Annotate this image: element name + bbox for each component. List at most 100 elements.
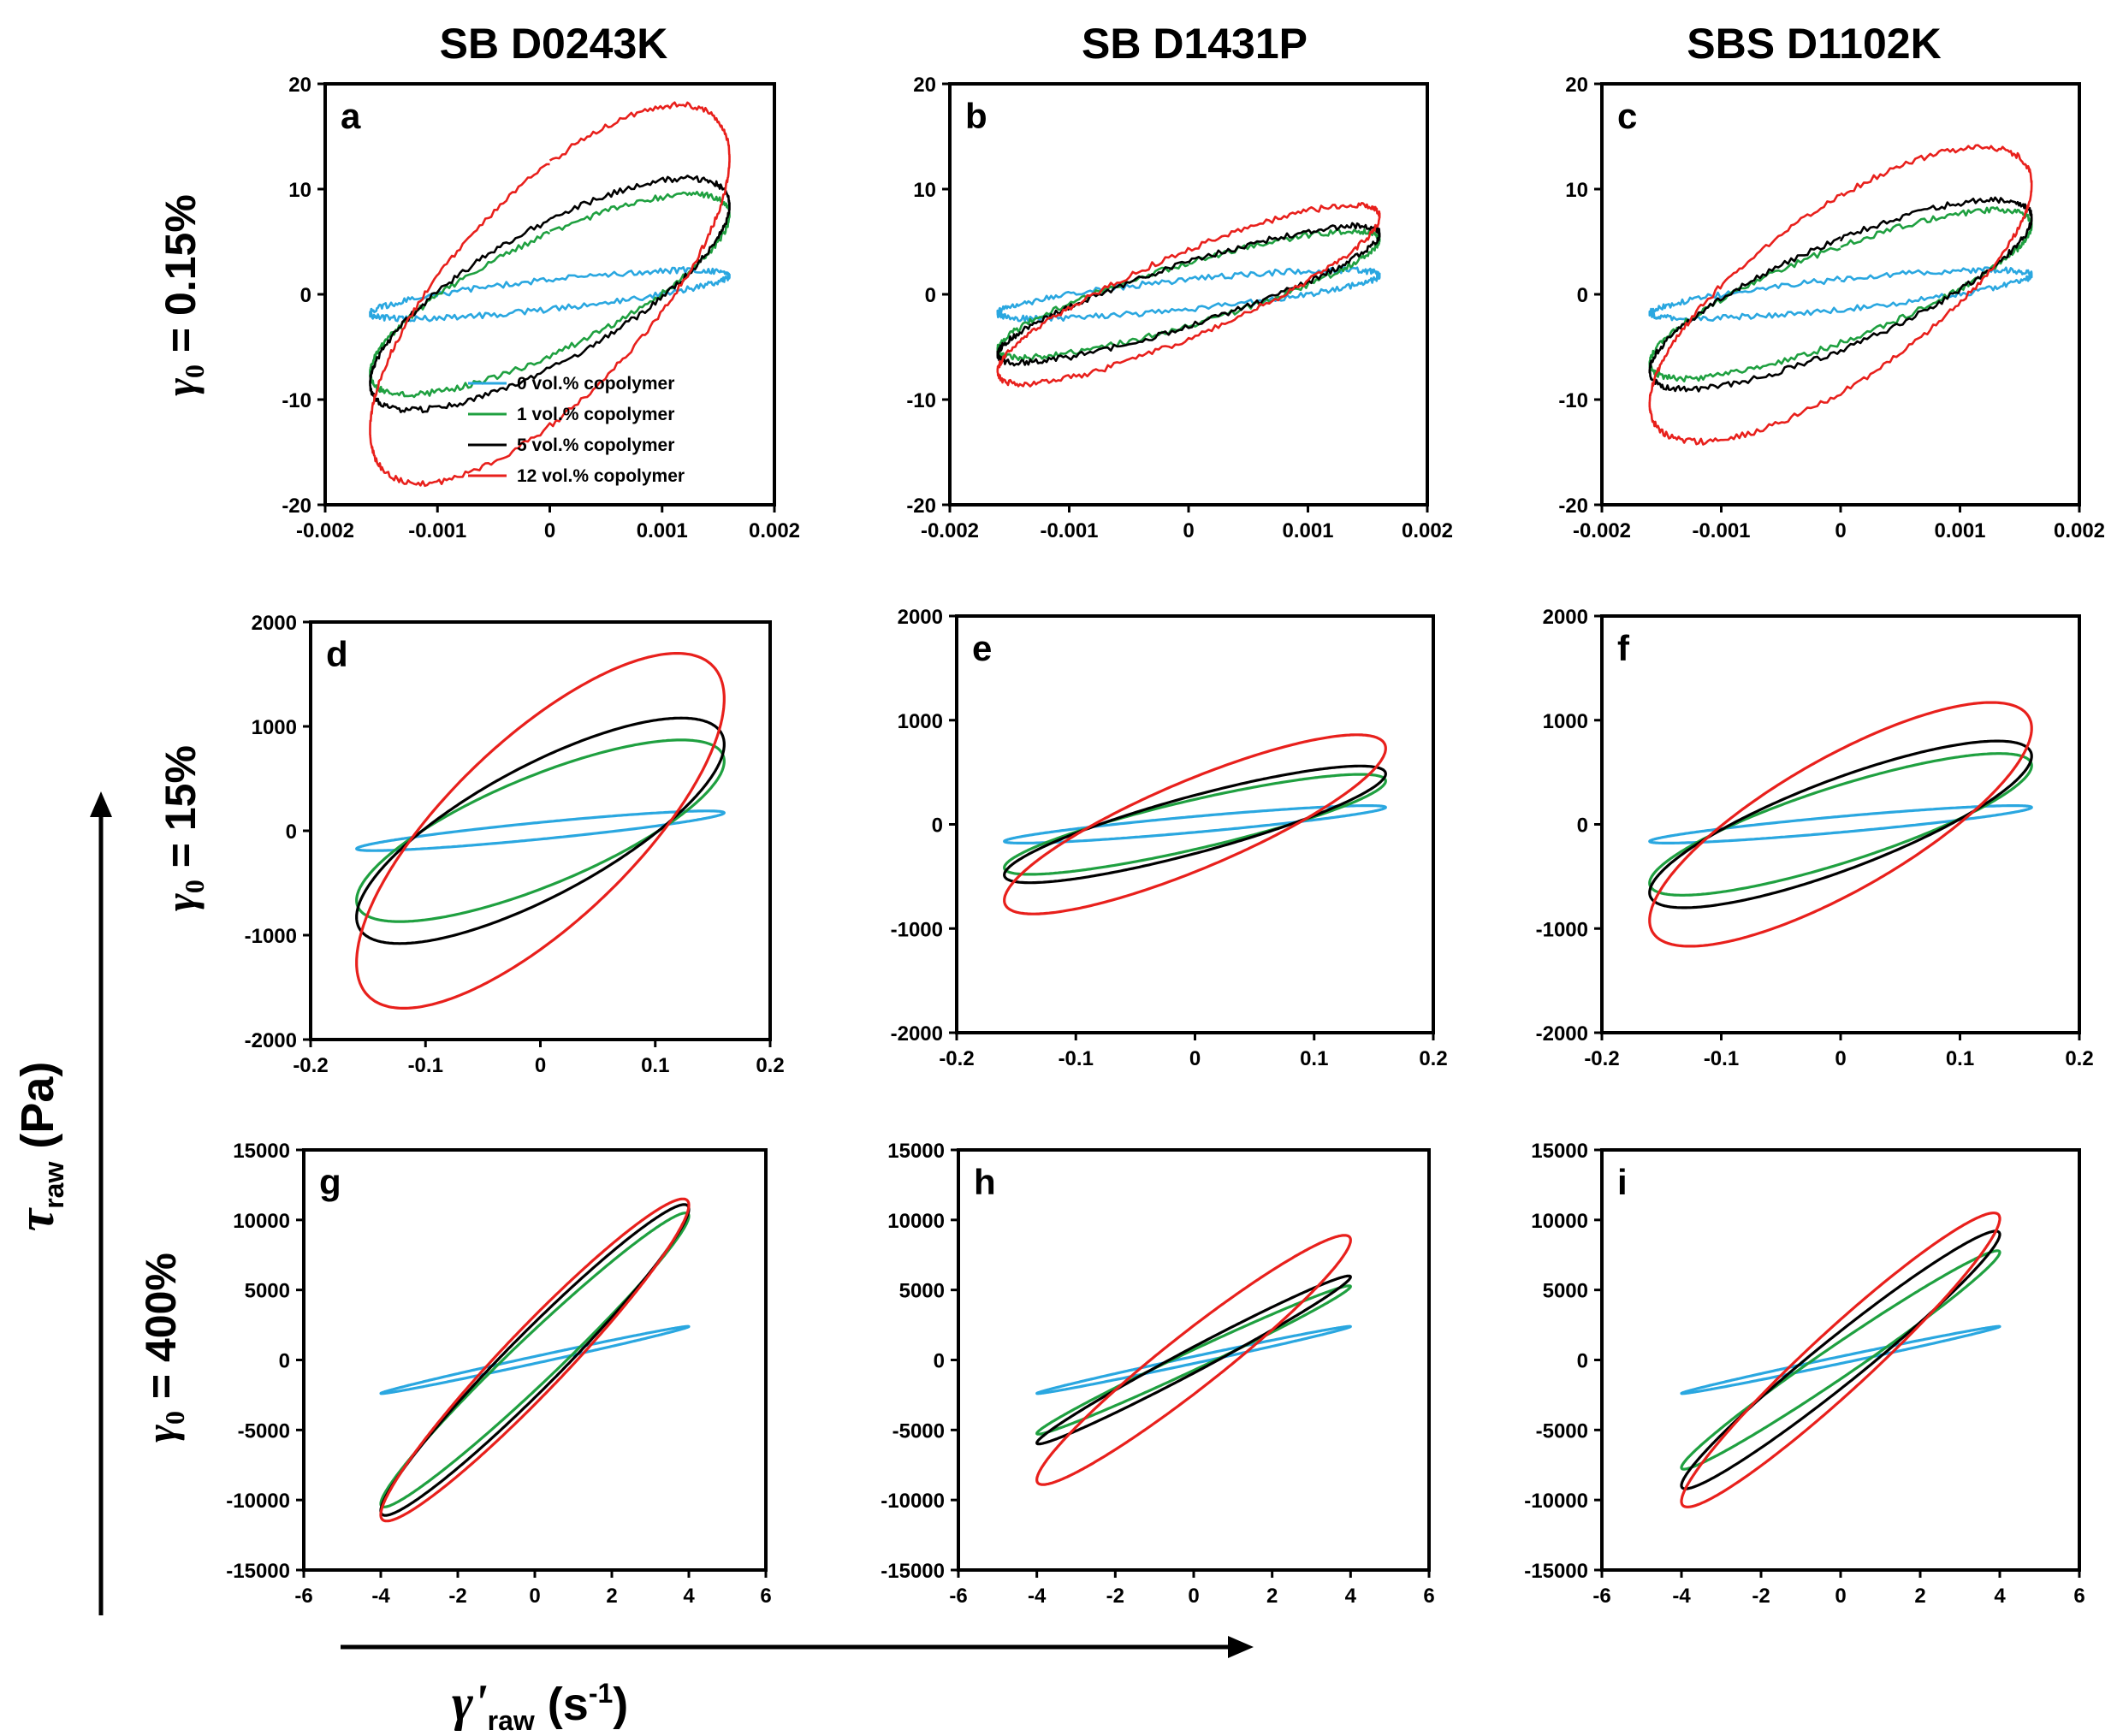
x-tick-label: 0.002	[1402, 519, 1453, 542]
x-tick-label: 0	[1183, 519, 1194, 542]
y-tick-label: 10	[288, 179, 311, 202]
y-tick-label: 2000	[252, 612, 297, 635]
x-tick-label: -0.001	[1692, 519, 1750, 542]
y-tick-label: -10	[906, 389, 936, 412]
y-tick-label: -15000	[1524, 1560, 1588, 1583]
panel-h: -6 -4 -2 0 2 4 6 -15000 -10000 -5000 0 5000 10000 150…	[881, 1140, 1434, 1608]
x-tick-label: 4	[1994, 1585, 2006, 1608]
column-title-3: SBS D1102K	[1687, 20, 1941, 68]
panel-label: i	[1617, 1162, 1628, 1202]
x-tick-label: -0.002	[921, 519, 979, 542]
x-tick-label: 0	[535, 1054, 546, 1077]
y-tick-label: -10000	[881, 1490, 945, 1513]
x-tick-label: 0.002	[2054, 519, 2105, 542]
series-line	[1035, 1234, 1352, 1486]
series-line	[1003, 733, 1387, 915]
y-tick-label: 10000	[233, 1210, 290, 1233]
y-tick-label: 10	[1565, 179, 1588, 202]
y-axis-arrow	[90, 791, 112, 1615]
y-tick-label: -1000	[891, 918, 943, 941]
panel-d: -0.2 -0.1 0 0.1 0.2 -2000 -1000 0 1000 2000 d	[245, 612, 785, 1077]
plot-frame	[948, 82, 1429, 507]
panel-a: -0.002 -0.001 0 0.001 0.002 -20 -10 0 10 20 a	[282, 74, 800, 542]
y-tick-label: -2000	[245, 1029, 297, 1052]
x-tick-label: 0.001	[637, 519, 688, 542]
svg-text:γ'raw (s-1): γ'raw (s-1)	[452, 1674, 628, 1736]
x-tick-label: -0.001	[408, 519, 466, 542]
x-tick-label: 2	[1914, 1585, 1925, 1608]
series-line	[1680, 1249, 2001, 1471]
plot-frame	[1600, 82, 2081, 507]
y-tick-label: 1000	[898, 710, 943, 733]
x-tick-label: -2	[448, 1585, 466, 1608]
y-tick-label: -10	[1558, 389, 1588, 412]
series-line	[1648, 196, 2033, 393]
x-tick-label: -4	[371, 1585, 390, 1608]
y-tick-label: 20	[288, 74, 311, 97]
x-tick-label: -2	[1752, 1585, 1770, 1608]
series-line	[1648, 266, 2033, 322]
x-tick-label: 0	[544, 519, 555, 542]
series-line	[1003, 773, 1387, 876]
panel-label: b	[965, 96, 987, 136]
panel-e: -0.2 -0.1 0 0.1 0.2 -2000 -1000 0 1000 2000 e	[891, 606, 1448, 1070]
svg-text:τraw (Pa): τraw (Pa)	[8, 1062, 69, 1232]
y-tick-label: 15000	[887, 1140, 945, 1163]
series-line	[355, 738, 726, 923]
x-tick-label: 0.2	[756, 1054, 784, 1077]
y-tick-label: 10	[913, 179, 936, 202]
y-tick-label: 0	[1577, 1350, 1588, 1373]
x-tick-label: -0.2	[293, 1054, 328, 1077]
y-tick-label: 15000	[1531, 1140, 1588, 1163]
series-line	[369, 266, 731, 323]
y-tick-label: -1000	[1536, 918, 1588, 941]
panel-label: h	[974, 1162, 996, 1202]
x-tick-label: -4	[1672, 1585, 1691, 1608]
y-tick-label: -20	[906, 495, 936, 518]
x-tick-label: 0.001	[1282, 519, 1333, 542]
x-tick-label: -6	[294, 1585, 312, 1608]
legend-entry: 5 vol.% copolymer	[517, 435, 674, 455]
panel-label: c	[1617, 96, 1637, 136]
x-tick-label: -2	[1106, 1585, 1124, 1608]
y-tick-label: -10	[282, 389, 311, 412]
y-tick-label: -2000	[1536, 1022, 1588, 1046]
x-axis-arrow	[341, 1636, 1254, 1658]
x-tick-label: 0	[1835, 519, 1846, 542]
x-tick-label: 0	[1835, 1585, 1846, 1608]
x-tick-label: 0.2	[1419, 1047, 1447, 1070]
y-tick-label: -5000	[1536, 1419, 1588, 1443]
row-label-3: γ0 = 400%	[137, 1253, 190, 1443]
y-tick-label: 15000	[233, 1140, 290, 1163]
panel-b: -0.002 -0.001 0 0.001 0.002 -20 -10 0 10 20 b	[906, 74, 1453, 542]
series-line	[355, 716, 726, 945]
plot-frame	[309, 620, 772, 1041]
y-tick-label: 10000	[1531, 1210, 1588, 1233]
y-tick-label: 20	[1565, 74, 1588, 97]
y-tick-label: -15000	[881, 1560, 945, 1583]
plot-frame	[1600, 614, 2081, 1034]
series-line	[1648, 752, 2033, 897]
series-line	[355, 809, 726, 852]
series-line	[1035, 1274, 1352, 1446]
x-tick-label: -0.1	[1059, 1047, 1094, 1070]
y-tick-label: -1000	[245, 925, 297, 948]
series-line	[369, 175, 731, 414]
plot-frame	[1600, 1148, 2081, 1572]
x-tick-label: 0.1	[641, 1054, 669, 1077]
panel-i: -6 -4 -2 0 2 4 6 -15000 -10000 -5000 0 5000 10000 150…	[1524, 1140, 2084, 1608]
y-tick-label: 0	[934, 1350, 945, 1373]
series-line	[379, 1212, 691, 1508]
legend-entry: 1 vol.% copolymer	[517, 405, 674, 424]
x-tick-label: 0.1	[1946, 1047, 1974, 1070]
panel-label: g	[319, 1162, 341, 1202]
plot-frame	[302, 1148, 768, 1572]
legend-entry: 12 vol.% copolymer	[517, 466, 685, 486]
column-title-2: SB D1431P	[1082, 20, 1308, 68]
plot-frame	[955, 614, 1435, 1034]
y-tick-label: 1000	[1543, 710, 1588, 733]
panel-label: e	[972, 628, 992, 668]
x-tick-label: 0.2	[2065, 1047, 2093, 1070]
series-line	[1035, 1324, 1352, 1395]
series-line	[1648, 701, 2033, 948]
